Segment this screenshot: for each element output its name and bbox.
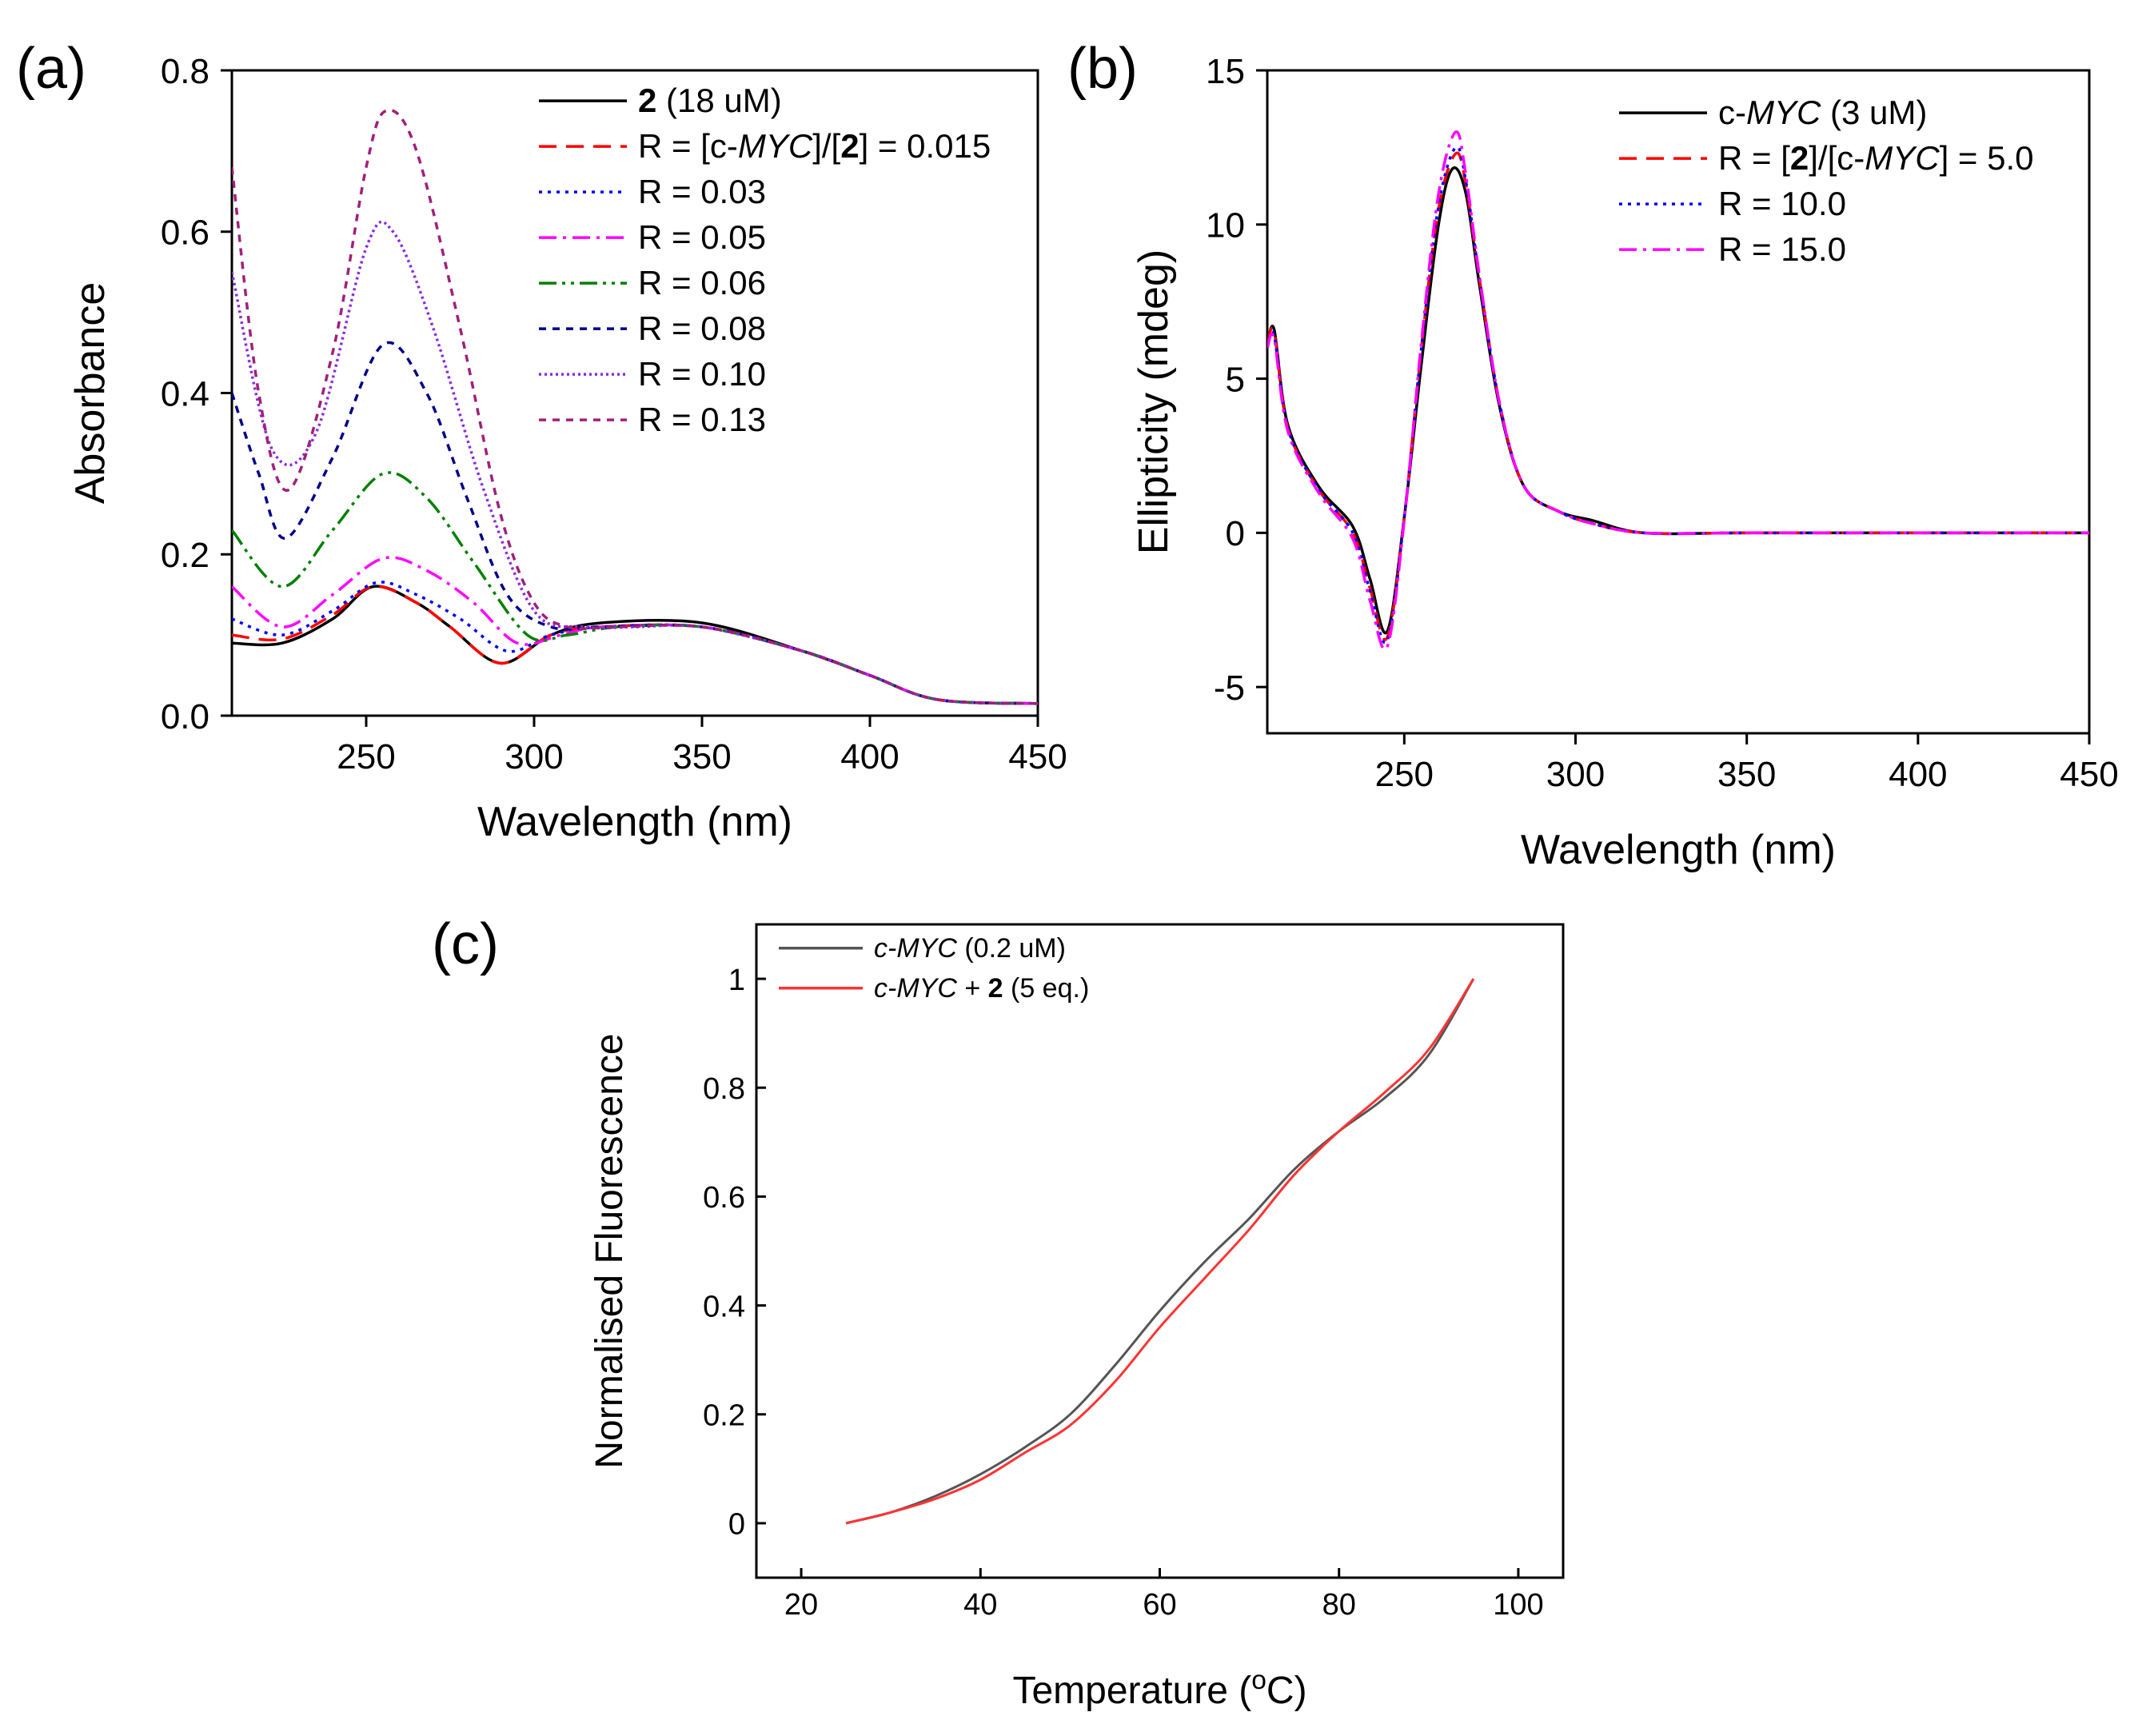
y-tick-label: 0.2 xyxy=(161,536,209,575)
legend-entry-2: R = 0.03 xyxy=(638,173,766,210)
series-line-0 xyxy=(232,585,1038,705)
y-tick-label: 15 xyxy=(1206,52,1245,91)
series-line-1 xyxy=(845,978,1475,1525)
y-tick-label: 0.2 xyxy=(703,1399,745,1432)
legend-entry-0: 2 (18 uM) xyxy=(638,82,782,119)
series-line-3 xyxy=(232,556,1038,705)
x-tick-label: 450 xyxy=(2060,755,2118,794)
panel-label: (a) xyxy=(16,37,86,101)
y-tick-label: -5 xyxy=(1214,668,1245,708)
y-tick-label: 5 xyxy=(1226,360,1245,399)
series-line-2 xyxy=(1267,145,2089,645)
x-tick-label: 400 xyxy=(840,737,899,776)
series-line-0 xyxy=(845,978,1475,1525)
x-tick-label: 20 xyxy=(784,1588,818,1622)
chart-panel-2: (c) 20 40 60 80 100 0 0.2 0.4 0.6 0.8 1 Temperature … xyxy=(432,912,1565,1713)
series-line-3 xyxy=(1267,130,2089,651)
plot-frame xyxy=(755,923,1565,1579)
x-tick-label: 350 xyxy=(1717,755,1776,794)
x-axis-label: Wavelength (nm) xyxy=(1521,827,1836,873)
legend-entry-3: R = 15.0 xyxy=(1718,230,1846,268)
series-line-1 xyxy=(1267,151,2089,641)
legend-entry-5: R = 0.08 xyxy=(638,309,766,347)
x-tick-label: 450 xyxy=(1008,737,1067,776)
y-tick-label: 1 xyxy=(728,964,745,997)
y-tick-label: 10 xyxy=(1206,206,1245,245)
y-tick-label: 0.0 xyxy=(161,697,209,736)
legend-entry-3: R = 0.05 xyxy=(638,218,766,256)
y-axis-label: Normalised Fluorescence xyxy=(588,1033,631,1468)
panel-label: (b) xyxy=(1067,37,1138,101)
series-line-4 xyxy=(232,471,1038,705)
x-tick-label: 300 xyxy=(505,737,563,776)
x-axis-label: Temperature (oC) xyxy=(1012,1666,1306,1713)
y-axis-label: Ellipticity (mdeg) xyxy=(1131,249,1177,554)
x-tick-label: 350 xyxy=(672,737,731,776)
legend-entry-2: R = 10.0 xyxy=(1718,185,1846,222)
legend-entry-0: c-MYC (0.2 uM) xyxy=(874,933,1066,964)
series-line-0 xyxy=(1267,166,2089,635)
y-tick-label: 0.8 xyxy=(703,1072,745,1106)
y-tick-label: 0.6 xyxy=(161,214,209,253)
x-tick-label: 40 xyxy=(963,1588,997,1622)
plot-frame xyxy=(230,69,1039,717)
x-tick-label: 80 xyxy=(1322,1588,1356,1622)
legend-entry-7: R = 0.13 xyxy=(638,401,766,438)
y-tick-label: 0 xyxy=(1226,514,1245,553)
series-line-6 xyxy=(232,220,1038,705)
x-axis-label: Wavelength (nm) xyxy=(477,799,792,845)
legend-entry-4: R = 0.06 xyxy=(638,264,766,301)
x-tick-label: 60 xyxy=(1143,1588,1176,1622)
legend-entry-1: c-MYC + 2 (5 eq.) xyxy=(874,973,1089,1004)
series-line-7 xyxy=(232,109,1038,705)
panel-label: (c) xyxy=(432,912,499,976)
legend-entry-0: c-MYC (3 uM) xyxy=(1718,94,1927,131)
legend-entry-1: R = [2]/[c-MYC] = 5.0 xyxy=(1718,139,2034,177)
x-tick-label: 100 xyxy=(1493,1588,1543,1622)
chart-panel-0: (a) 250 300 350 400 450 0.0 0.2 0.4 0.6 0.8 Wavelen… xyxy=(16,37,1067,845)
legend-entry-1: R = [c-MYC]/[2] = 0.015 xyxy=(638,127,991,165)
x-tick-label: 250 xyxy=(1375,755,1434,794)
x-tick-label: 250 xyxy=(337,737,395,776)
y-tick-label: 0.6 xyxy=(703,1181,745,1215)
x-tick-label: 400 xyxy=(1889,755,1947,794)
y-tick-label: 0 xyxy=(728,1508,745,1542)
y-tick-label: 0.4 xyxy=(703,1290,745,1323)
series-line-5 xyxy=(232,341,1038,705)
y-axis-label: Absorbance xyxy=(67,282,114,505)
series-line-1 xyxy=(232,585,1038,705)
x-tick-label: 300 xyxy=(1546,755,1605,794)
y-tick-label: 0.4 xyxy=(161,374,209,413)
chart-panel-1: (b) 250 300 350 400 450 -5 0 5 10 15 Wavelength (nm… xyxy=(1067,37,2119,873)
plot-frame xyxy=(1266,69,2091,735)
legend-entry-6: R = 0.10 xyxy=(638,355,766,393)
y-tick-label: 0.8 xyxy=(161,52,209,91)
